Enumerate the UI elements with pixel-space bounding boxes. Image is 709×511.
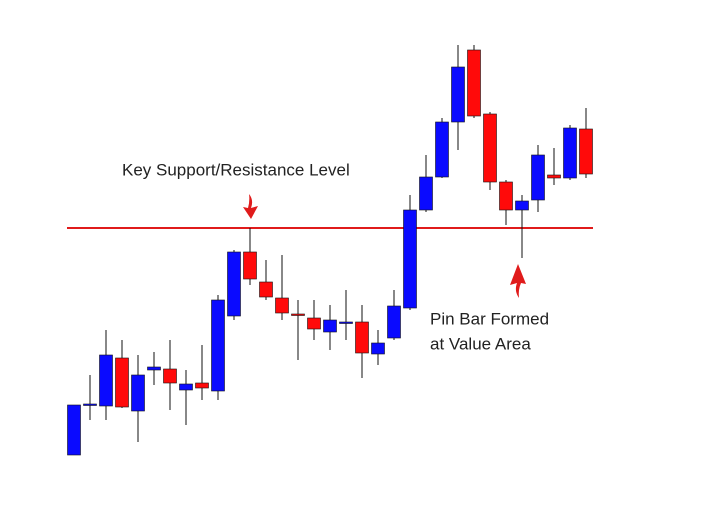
candle-body (355, 321, 369, 354)
candle-body (419, 176, 433, 211)
candle-body (547, 174, 561, 179)
candle-body (99, 354, 113, 407)
candle-body (323, 319, 337, 333)
annotation: at Value Area (430, 334, 531, 353)
candle-body (339, 321, 353, 324)
candle-body (147, 366, 161, 371)
candle-body (83, 403, 97, 406)
candle-body (291, 313, 305, 316)
candle-body (387, 305, 401, 339)
candle-body (195, 382, 209, 389)
candle-body (115, 357, 129, 408)
candle-body (403, 209, 417, 309)
candle-body (179, 383, 193, 391)
candle-body (435, 121, 449, 178)
candle-body (227, 251, 241, 317)
candle-body (483, 113, 497, 183)
candle-body (371, 342, 385, 355)
candle-body (67, 404, 81, 456)
arrow-up (510, 264, 526, 298)
arrow-down (243, 194, 258, 219)
candle-body (275, 297, 289, 314)
candle-body (131, 374, 145, 412)
candle-body (211, 299, 225, 392)
candle-body (579, 128, 593, 175)
candle-body (531, 154, 545, 201)
annotation: Pin Bar Formed (430, 309, 549, 328)
annotation: Key Support/Resistance Level (122, 160, 350, 179)
candle-body (515, 200, 529, 211)
candle-body (163, 368, 177, 384)
candle-body (243, 251, 257, 280)
candle-body (307, 317, 321, 330)
candle-body (563, 127, 577, 179)
candle-body (451, 66, 465, 123)
candle-body (259, 281, 273, 298)
candle-body (499, 181, 513, 211)
candle-body (467, 49, 481, 117)
